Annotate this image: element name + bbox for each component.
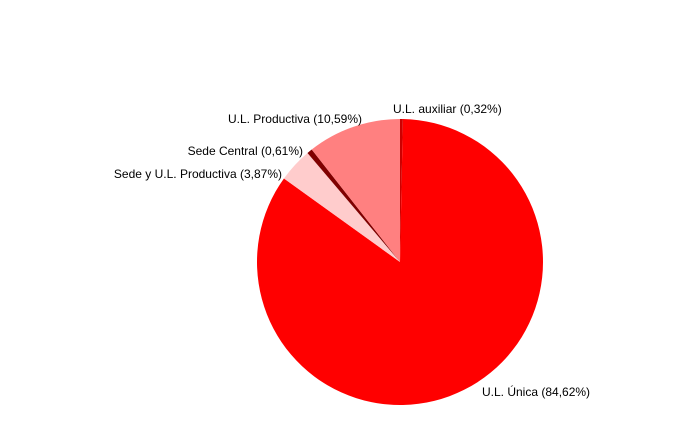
pie-slice — [283, 152, 400, 262]
slice-label: U.L. Única (84,62%) — [482, 384, 590, 399]
pie-slice — [307, 149, 400, 262]
slice-label: U.L. auxiliar (0,32%) — [393, 102, 502, 116]
slice-label: Sede Central (0,61%) — [188, 144, 303, 158]
pie-slice — [311, 119, 400, 262]
pie-slice — [256, 119, 543, 406]
slice-label: U.L. Productiva (10,59%) — [228, 112, 362, 126]
pie-slice — [400, 119, 403, 262]
slice-label: Sede y U.L. Productiva (3,87%) — [114, 167, 282, 181]
